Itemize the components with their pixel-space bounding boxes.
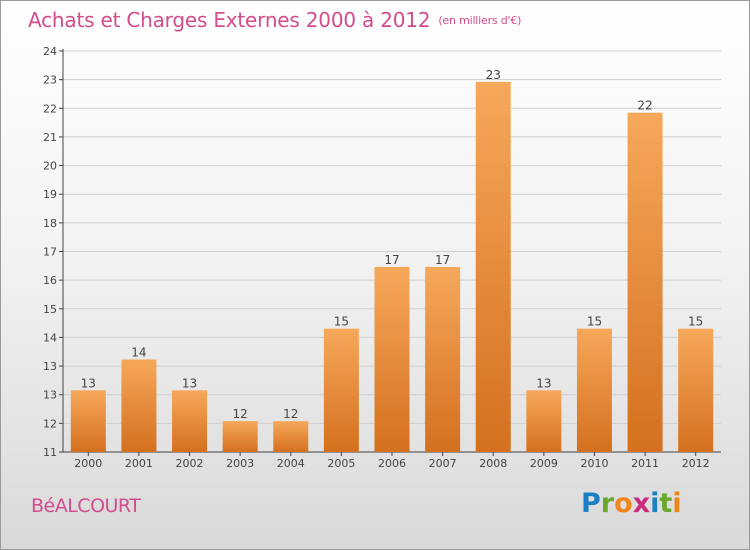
town-name: BéALCOURT xyxy=(31,495,141,517)
logo-letter: r xyxy=(600,488,615,519)
x-tick-label: 2001 xyxy=(125,457,153,470)
data-label: 13 xyxy=(81,376,96,390)
data-label: 12 xyxy=(283,407,298,421)
x-tick-label: 2010 xyxy=(580,457,608,470)
bar xyxy=(273,421,309,452)
bar xyxy=(172,390,208,452)
bar xyxy=(222,421,258,452)
y-tick-label: 17 xyxy=(43,246,57,259)
x-tick-label: 2008 xyxy=(479,457,507,470)
logo-letter: P xyxy=(581,488,601,519)
x-tick-label: 2005 xyxy=(327,457,355,470)
bar xyxy=(121,359,157,452)
data-label: 23 xyxy=(486,68,501,82)
x-tick-label: 2006 xyxy=(378,457,406,470)
data-labels: 13 14 13 12 12 15 17 17 23 13 15 22 15 xyxy=(81,68,704,421)
y-tick-label: 15 xyxy=(43,303,57,316)
y-tick-label: 16 xyxy=(43,274,57,287)
y-tick-label: 21 xyxy=(43,131,57,144)
unit-label: (en milliers d'€) xyxy=(438,14,522,27)
chart-title: Achats et Charges Externes 2000 à 2012 (e… xyxy=(28,8,521,32)
y-tick-label: 19 xyxy=(43,188,57,201)
data-label: 15 xyxy=(587,315,602,329)
x-tick-label: 2002 xyxy=(176,457,204,470)
data-label: 13 xyxy=(182,376,197,390)
x-tick-label: 2009 xyxy=(530,457,558,470)
y-tick-label: 13 xyxy=(43,360,57,373)
logo-letter: o xyxy=(614,488,633,519)
y-tick-label: 23 xyxy=(43,74,57,87)
logo-letter: t xyxy=(659,488,673,519)
y-tick-label: 11 xyxy=(43,446,57,459)
y-tick-label: 18 xyxy=(43,217,57,230)
data-label: 13 xyxy=(536,376,551,390)
x-tick-label: 2007 xyxy=(429,457,457,470)
data-label: 22 xyxy=(637,99,652,113)
y-tick-label: 14 xyxy=(43,331,57,344)
bar xyxy=(323,328,359,452)
y-tick-label: 22 xyxy=(43,102,57,115)
x-tick-label: 2011 xyxy=(631,457,659,470)
data-label: 15 xyxy=(334,315,349,329)
data-label: 15 xyxy=(688,315,703,329)
bar xyxy=(627,112,663,452)
x-tick-label: 2003 xyxy=(226,457,254,470)
title-text: Achats et Charges Externes 2000 à 2012 xyxy=(28,8,431,32)
x-tick-label: 2012 xyxy=(682,457,710,470)
bar xyxy=(374,266,410,452)
bar xyxy=(576,328,612,452)
bar xyxy=(425,266,461,452)
logo-letter: i xyxy=(672,488,682,519)
proxiti-logo[interactable]: Proxiti xyxy=(581,488,682,519)
data-label: 12 xyxy=(233,407,248,421)
y-tick-label: 20 xyxy=(43,160,57,173)
logo-letter: x xyxy=(632,488,651,519)
x-tick-label: 2004 xyxy=(277,457,305,470)
logo-letter: i xyxy=(650,488,660,519)
data-label: 14 xyxy=(131,345,146,359)
x-tick-label: 2000 xyxy=(74,457,102,470)
bar xyxy=(475,81,511,452)
y-tick-label: 12 xyxy=(43,417,57,430)
y-tick-label: 24 xyxy=(43,45,57,58)
y-tick-label: 13 xyxy=(43,389,57,402)
bar xyxy=(678,328,714,452)
bar xyxy=(526,390,562,452)
bars xyxy=(70,81,714,452)
data-label: 17 xyxy=(384,253,399,267)
data-label: 17 xyxy=(435,253,450,267)
bar xyxy=(70,390,106,452)
